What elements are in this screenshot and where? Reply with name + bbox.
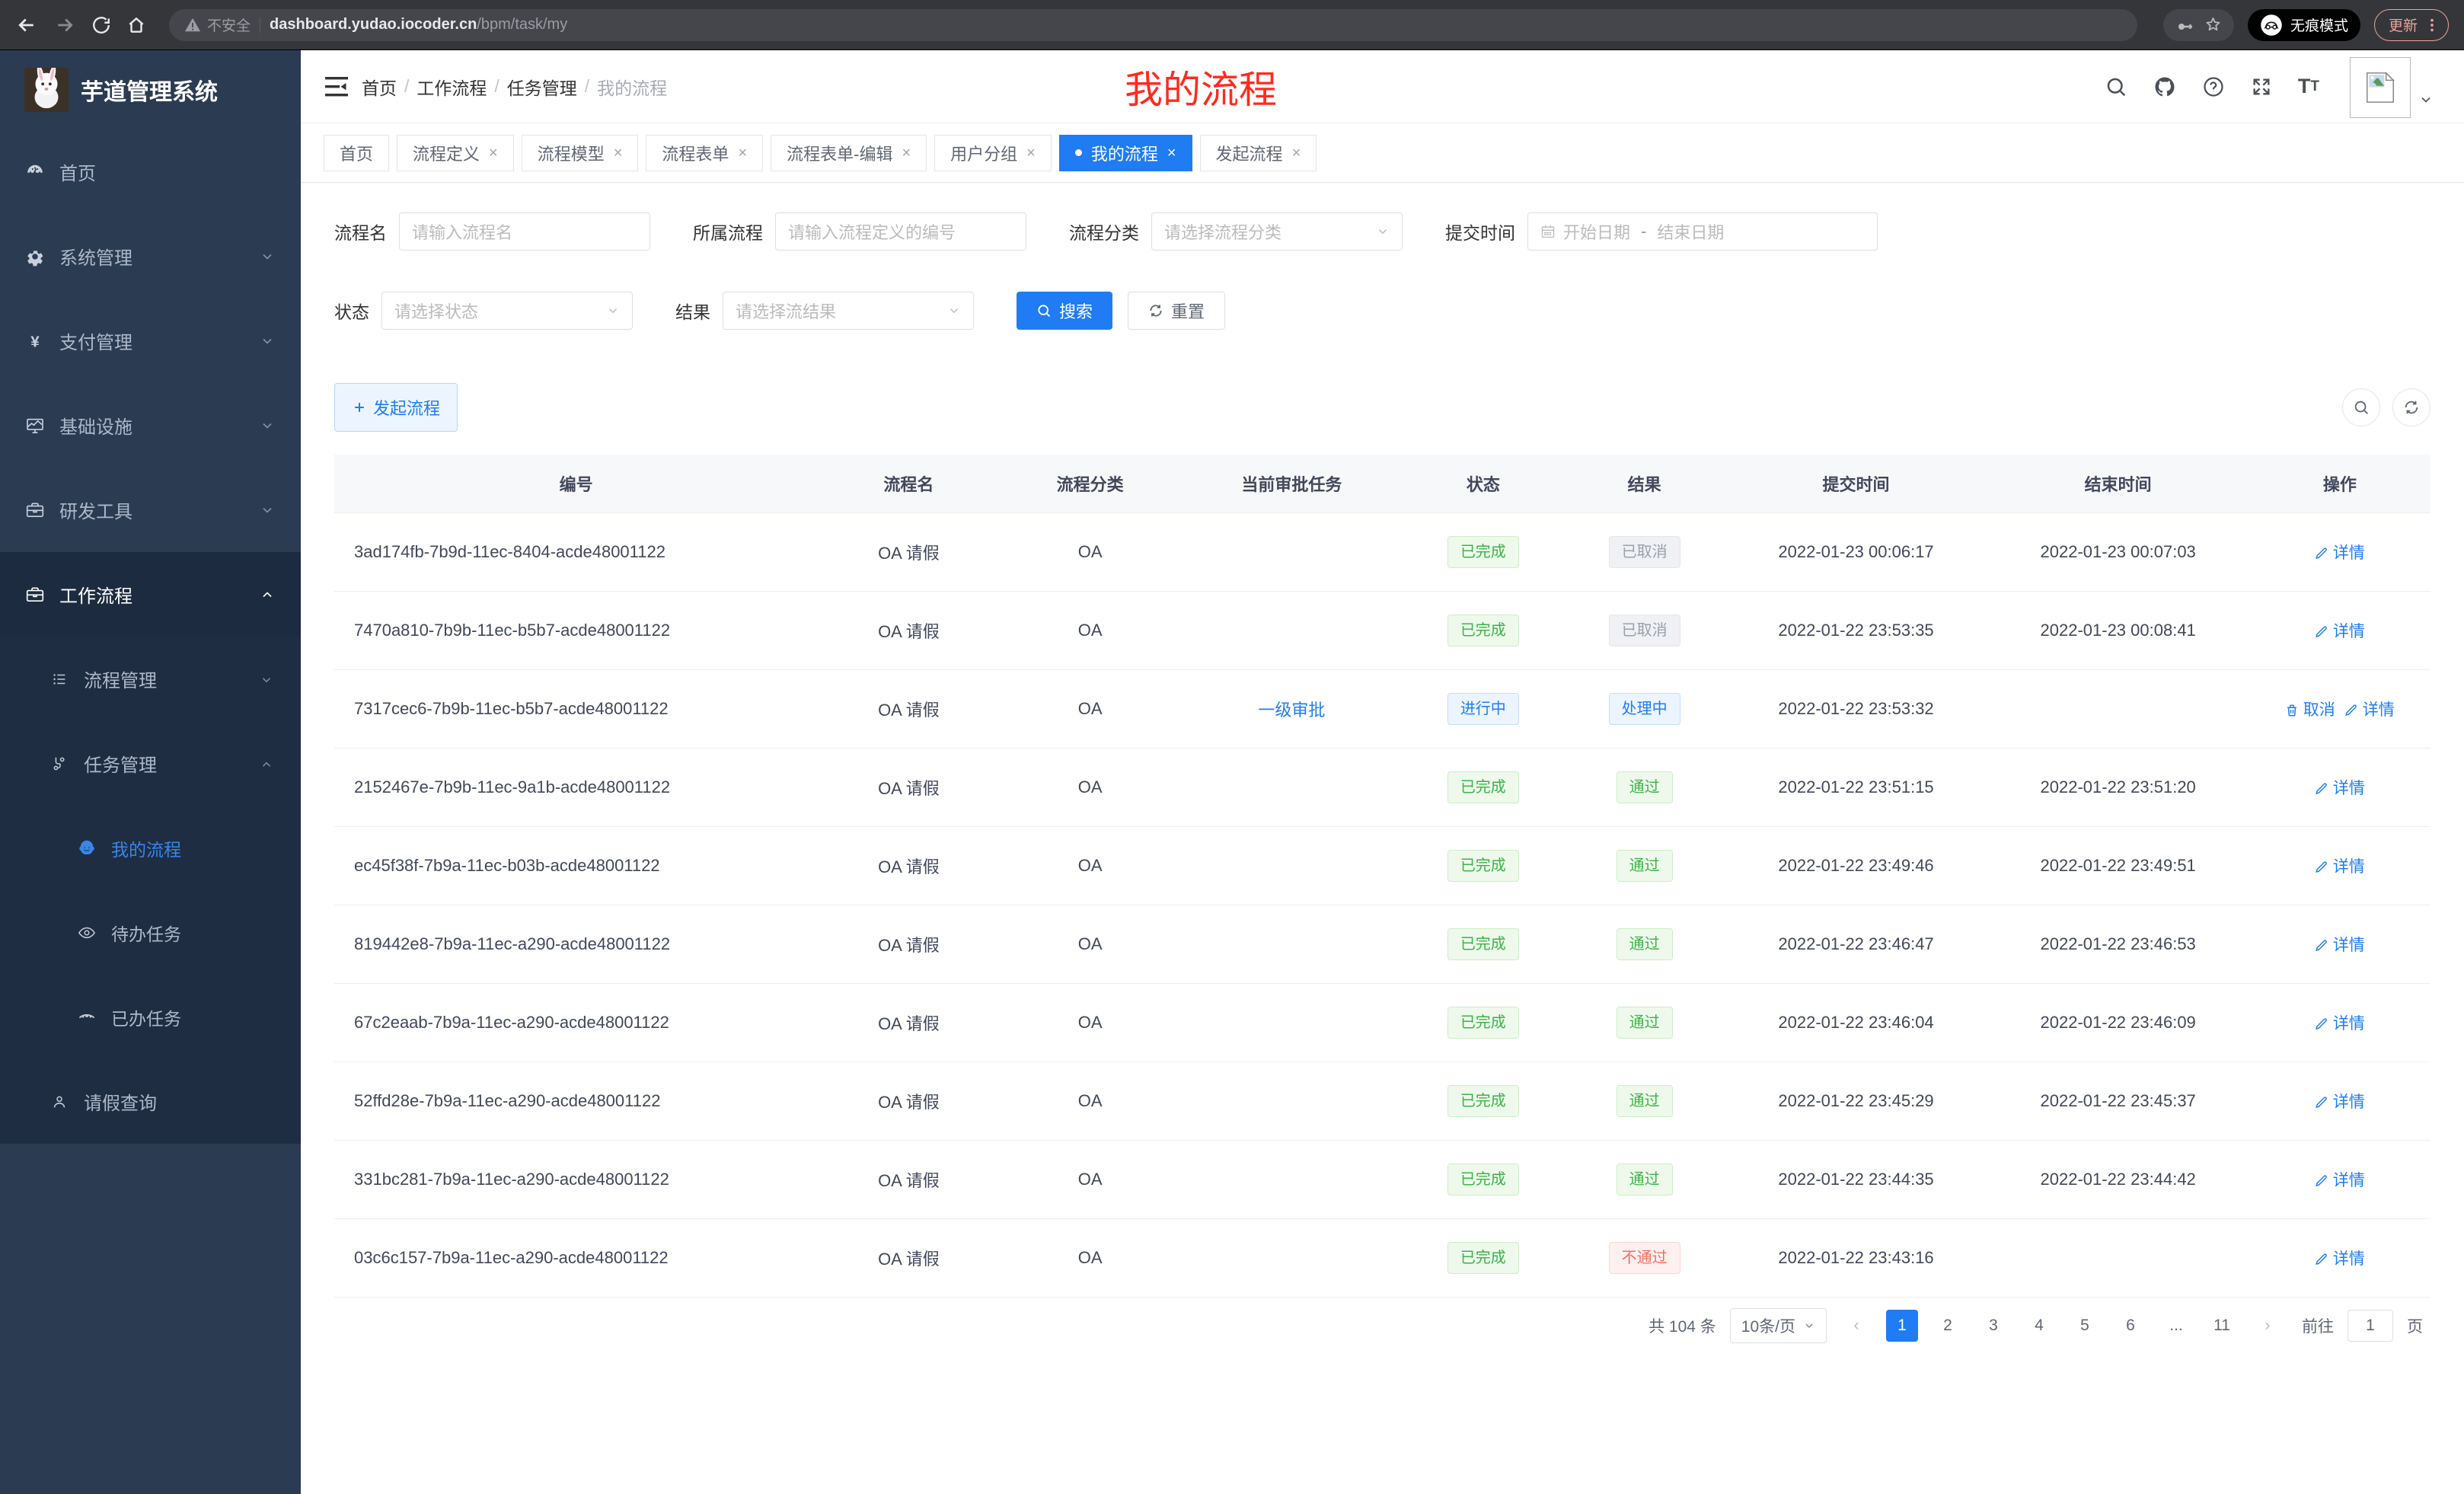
- svg-text:¥: ¥: [30, 333, 40, 350]
